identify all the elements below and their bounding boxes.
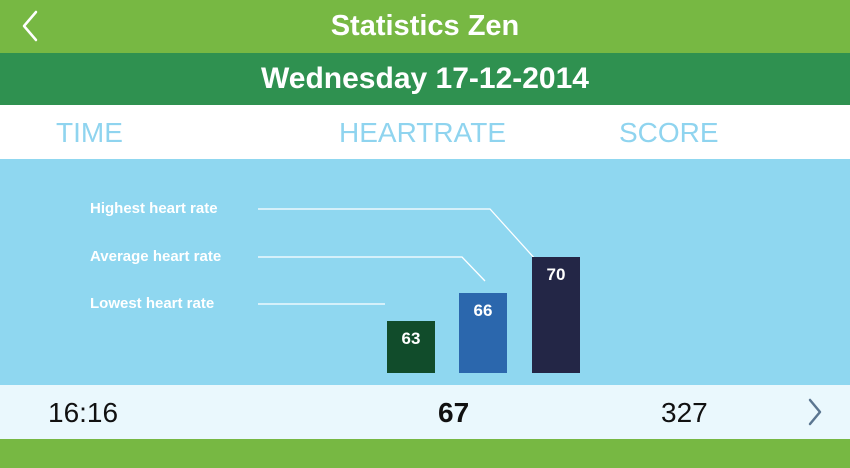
next-button[interactable] xyxy=(800,397,830,427)
chevron-right-icon xyxy=(808,398,822,426)
chevron-left-icon xyxy=(22,10,38,42)
heart-rate-chart: Highest heart rate Average heart rate Lo… xyxy=(0,159,850,385)
lowest-heart-rate-bar: 63 xyxy=(387,321,435,373)
summary-row: 16:16 67 327 xyxy=(0,385,850,439)
summary-time: 16:16 xyxy=(48,397,119,428)
date-title: Wednesday 17-12-2014 xyxy=(0,53,850,105)
summary-heartrate: 67 xyxy=(438,397,470,428)
score-header: SCORE xyxy=(619,117,719,148)
average-heart-rate-label: Average heart rate xyxy=(90,248,222,265)
top-bar: Statistics Zen xyxy=(0,0,850,53)
lowest-heart-rate-label: Lowest heart rate xyxy=(90,295,215,312)
time-header: TIME xyxy=(56,117,123,148)
heartrate-header: HEARTRATE xyxy=(339,117,506,148)
footer-bar xyxy=(0,439,850,468)
column-headers: TIME HEARTRATE SCORE xyxy=(0,105,850,159)
back-button[interactable] xyxy=(14,8,50,44)
highest-heart-rate-label: Highest heart rate xyxy=(90,200,218,217)
highest-heart-rate-bar: 70 xyxy=(532,256,580,373)
summary-score: 327 xyxy=(661,397,708,428)
app-title: Statistics Zen xyxy=(330,10,520,42)
average-heart-rate-bar: 66 xyxy=(459,293,507,373)
